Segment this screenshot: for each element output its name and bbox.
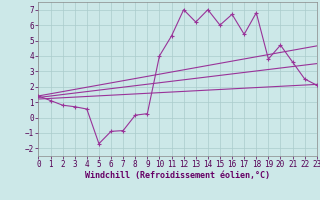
X-axis label: Windchill (Refroidissement éolien,°C): Windchill (Refroidissement éolien,°C) (85, 171, 270, 180)
